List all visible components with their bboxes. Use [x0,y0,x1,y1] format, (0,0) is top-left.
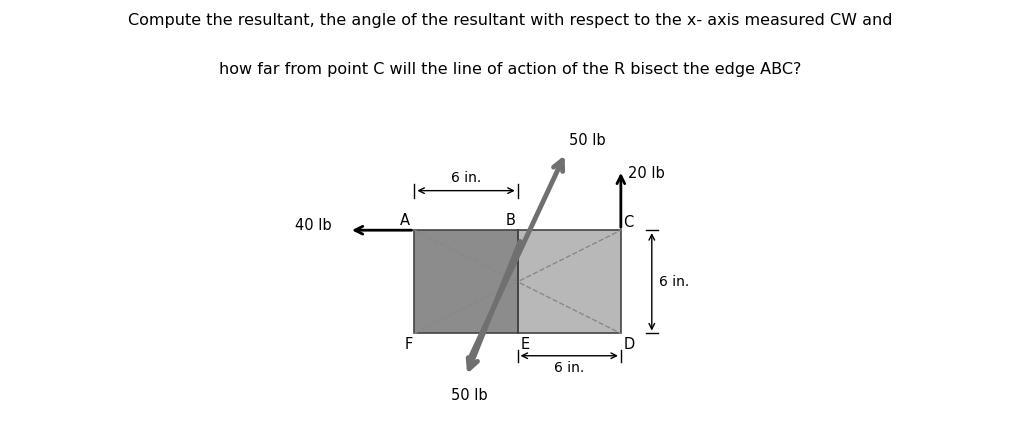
Text: Compute the resultant, the angle of the resultant with respect to the x- axis me: Compute the resultant, the angle of the … [127,13,892,28]
Text: A: A [399,213,410,228]
Text: 40 lb: 40 lb [294,217,331,232]
Text: B: B [504,213,515,228]
Text: 20 lb: 20 lb [627,166,663,181]
Text: 6 in.: 6 in. [553,361,584,375]
Text: F: F [405,337,413,352]
Text: 50 lb: 50 lb [450,389,487,404]
Text: D: D [623,337,634,352]
Text: 6 in.: 6 in. [658,275,688,289]
Polygon shape [414,230,518,333]
Text: E: E [520,337,529,352]
Polygon shape [518,230,621,333]
Text: 6 in.: 6 in. [450,172,481,186]
Text: C: C [623,215,633,230]
Text: how far from point C will the line of action of the R bisect the edge ABC?: how far from point C will the line of ac… [219,62,800,77]
Text: 50 lb: 50 lb [569,133,605,148]
